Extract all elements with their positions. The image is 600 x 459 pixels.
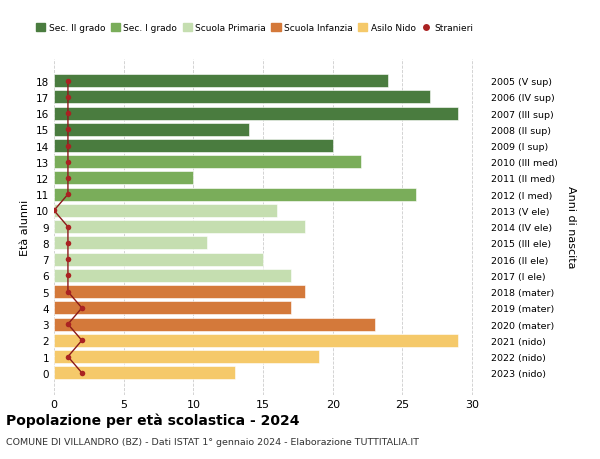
Bar [54,188,416,202]
Bar [54,350,319,364]
Bar [54,269,291,282]
Bar [54,221,305,234]
Point [49,207,59,215]
Legend: Sec. II grado, Sec. I grado, Scuola Primaria, Scuola Infanzia, Asilo Nido, Stran: Sec. II grado, Sec. I grado, Scuola Prim… [32,21,476,37]
Point [63,78,73,85]
Text: Popolazione per età scolastica - 2024: Popolazione per età scolastica - 2024 [6,413,299,428]
Point [63,224,73,231]
Point [63,191,73,198]
Bar [54,75,388,88]
Bar [54,237,207,250]
Bar [54,205,277,218]
Point [63,126,73,134]
Bar [54,334,458,347]
Bar [54,302,291,315]
Point [63,110,73,118]
Bar [54,318,374,331]
Bar [54,367,235,380]
Bar [54,123,249,136]
Bar [54,172,193,185]
Y-axis label: Età alunni: Età alunni [20,199,31,255]
Y-axis label: Anni di nascita: Anni di nascita [566,186,576,269]
Point [63,321,73,328]
Point [63,240,73,247]
Point [63,272,73,280]
Bar [54,285,305,298]
Bar [54,107,458,120]
Point [63,256,73,263]
Bar [54,156,361,169]
Point [63,143,73,150]
Point [63,175,73,182]
Point [77,369,86,377]
Point [63,288,73,296]
Bar [54,253,263,266]
Text: COMUNE DI VILLANDRO (BZ) - Dati ISTAT 1° gennaio 2024 - Elaborazione TUTTITALIA.: COMUNE DI VILLANDRO (BZ) - Dati ISTAT 1°… [6,437,419,446]
Bar [54,140,333,153]
Point [63,353,73,360]
Point [77,304,86,312]
Bar [54,91,430,104]
Point [63,159,73,166]
Point [77,337,86,344]
Point [63,94,73,101]
